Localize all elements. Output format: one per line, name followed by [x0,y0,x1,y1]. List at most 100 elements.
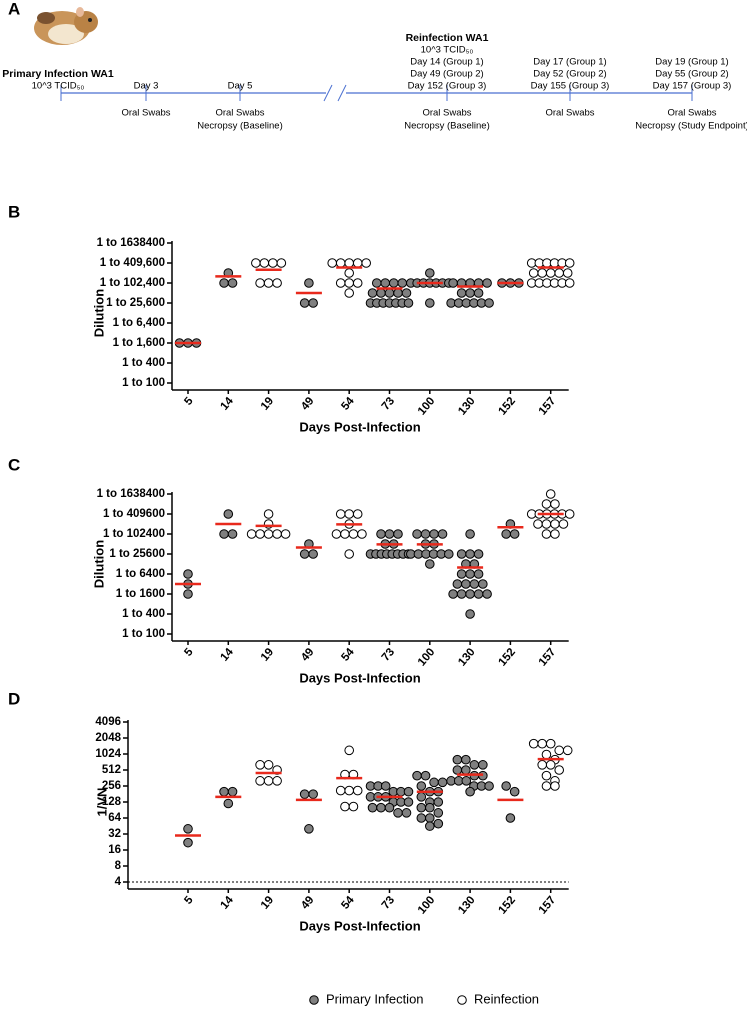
y-tick-label: 4 [115,876,122,888]
y-tick-label: 16 [108,844,121,856]
data-point [183,589,193,599]
data-point [401,288,412,298]
axis-break-gap [326,85,346,101]
data-point [465,529,475,539]
data-point [223,509,234,519]
data-point [344,278,355,288]
x-tick-label: 152 [496,646,518,668]
x-tick-label: 100 [416,894,438,916]
y-tick-label: 1 to 1,600 [113,337,165,349]
y-tick-label: 2048 [95,732,121,744]
data-point [403,298,414,308]
timeline-note: 10^3 TCID₅₀ [32,81,85,92]
data-point [433,797,444,807]
data-point [509,529,520,539]
data-point [416,792,427,802]
x-axis-label: Days Post-Infection [299,670,420,685]
data-point [276,258,287,268]
legend-marker [309,995,319,1005]
data-point [348,801,359,812]
data-point [227,786,238,797]
data-point [183,569,193,579]
data-point [478,579,488,589]
data-point [308,298,318,308]
timeline-note: Day 55 (Group 2) [655,69,728,80]
y-tick-label: 512 [102,764,121,776]
x-tick-label: 14 [219,395,237,413]
x-tick-label: 100 [416,395,438,417]
y-axis-label: 1/VN [94,788,109,817]
y-tick-label: 1 to 1638400 [97,488,165,500]
x-tick-label: 54 [339,894,357,912]
data-point [263,509,274,519]
data-point [219,278,229,288]
data-point [280,529,291,539]
data-point [304,824,314,834]
y-tick-label: 1 to 25600 [109,548,165,560]
timeline-note: Day 5 [228,81,253,92]
data-point [473,288,484,298]
x-tick-label: 54 [339,646,357,664]
panel-label: B [8,202,20,221]
y-tick-label: 1 to 102400 [103,528,165,540]
data-point [437,529,448,539]
data-point [425,559,435,569]
data-point [344,268,355,278]
y-tick-label: 1 to 400 [122,357,165,369]
timeline-note: Day 52 (Group 2) [533,69,606,80]
data-point [380,781,391,791]
data-point [554,745,565,756]
panel-label: D [8,689,20,708]
data-point [501,529,511,539]
timeline-note: Day 155 (Group 3) [531,81,610,92]
x-tick-label: 152 [496,395,518,417]
data-point [550,499,560,509]
data-point [562,745,573,756]
data-point [469,760,480,770]
timeline-note: 10^3 TCID₅₀ [421,45,474,56]
data-point [255,776,265,786]
data-point [429,529,439,539]
data-point [456,589,467,599]
data-point [357,529,367,539]
timeline-note: Necropsy (Baseline) [404,121,490,132]
data-point [361,258,372,268]
data-point [425,268,435,278]
x-tick-label: 5 [182,894,196,907]
data-point [344,509,355,519]
data-point [344,288,355,298]
data-point [554,268,565,278]
timeline-note: Oral Swabs [422,108,471,119]
x-tick-label: 14 [219,894,237,912]
data-point [412,529,422,539]
data-point [461,765,471,775]
x-tick-label: 5 [182,646,196,659]
x-tick-label: 49 [299,395,316,413]
data-point [340,529,350,539]
data-point [416,813,427,823]
x-tick-label: 157 [537,894,559,916]
timeline-note: Day 49 (Group 2) [410,69,483,80]
data-point [465,569,475,579]
data-point [401,808,412,818]
data-point [420,770,431,781]
y-tick-label: 32 [108,828,121,840]
data-point [425,802,435,813]
x-tick-label: 19 [259,395,276,413]
data-point [299,549,310,559]
data-point [272,776,282,786]
data-point [380,278,391,288]
data-point [251,258,261,268]
axis-break [323,84,333,102]
data-point [255,529,265,539]
y-tick-label: 1 to 409,600 [100,257,165,269]
legend-label: Primary Infection [326,991,424,1006]
data-point [183,837,193,848]
timeline-note: Oral Swabs [121,108,170,119]
data-point [473,569,484,579]
data-point [272,529,282,539]
y-tick-label: 1 to 6400 [116,568,165,580]
panel-label: C [8,455,20,474]
x-tick-label: 152 [496,894,518,916]
data-point [562,268,573,278]
